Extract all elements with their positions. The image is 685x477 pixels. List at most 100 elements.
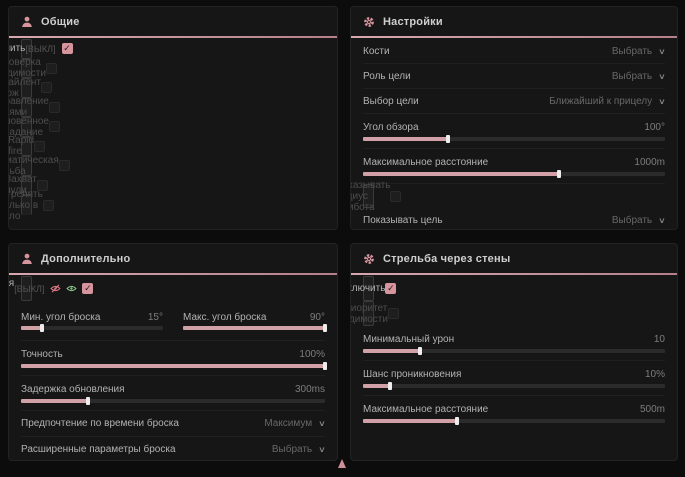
slider-label: Максимальное расстояние (363, 404, 489, 415)
slider-fill (183, 326, 325, 330)
panel-title: Общие (41, 15, 80, 28)
panel-additional-body: Магическая граната[ВЫКЛ] ✓ Мин. угол броск… (9, 275, 337, 460)
slider-value: 100° (644, 122, 665, 133)
slider-value: 90° (309, 311, 325, 323)
slider-label: Мин. угол броска (21, 311, 101, 323)
slider-value: 15° (147, 311, 163, 323)
slider-fill (363, 171, 560, 176)
slider[interactable]: Шанс проникновения 10% (363, 368, 665, 390)
checkbox[interactable]: ✓ (82, 283, 94, 294)
slider-track[interactable] (21, 361, 327, 370)
row-slider-pair: Мин. угол броска 15° Макс. угол броска 90° (21, 301, 327, 341)
eye-on-icon[interactable] (66, 283, 77, 294)
dropdown[interactable]: Выбрать ∨ (612, 215, 666, 226)
gear-icon (363, 16, 375, 28)
slider-track[interactable] (21, 396, 325, 405)
row-slider: Минимальный урон 10 (363, 326, 665, 361)
checkbox[interactable] (48, 101, 60, 113)
slider[interactable]: Точность 100% (21, 348, 327, 370)
checkbox[interactable] (42, 199, 54, 211)
dropdown[interactable]: Выбрать ∨ (611, 45, 666, 57)
slider[interactable]: Мин. угол броска 15° (21, 310, 163, 332)
panel-settings-body: Кости Выбрать ∨ Роль цели Выбрать ∨ Выбор цели… (351, 38, 677, 229)
slider-track[interactable] (363, 134, 665, 143)
slider-track[interactable] (183, 324, 327, 332)
slider-label: Макс. угол броска (183, 311, 267, 323)
row-slider: Максимальное расстояние 500m (363, 396, 665, 430)
row-label: Захват пули (8, 174, 37, 197)
slider-handle[interactable] (445, 134, 450, 143)
dropdown-value: Максимум (264, 418, 313, 429)
slider[interactable]: Угол обзора 100° (363, 121, 665, 143)
slider-handle[interactable] (85, 396, 90, 405)
eye-off-icon[interactable] (50, 283, 61, 294)
person-icon (21, 253, 33, 265)
slider-track[interactable] (363, 346, 665, 355)
dropdown[interactable]: Выбрать ∨ (612, 71, 666, 82)
gear-icon (363, 253, 375, 265)
row-checkbox: Магическая граната[ВЫКЛ] ✓ (9, 276, 94, 301)
slider-value: 1000m (634, 157, 665, 168)
slider-handle[interactable] (418, 346, 423, 355)
row-label: Кости (363, 45, 390, 57)
row-label: Роль цели (363, 70, 411, 82)
checkbox[interactable] (34, 140, 46, 152)
check-icon: ✓ (387, 283, 395, 293)
row-checkbox: Rapid fire (9, 135, 46, 157)
slider-handle[interactable] (557, 169, 562, 178)
row-label: Предпочтение по времени броска (21, 418, 179, 429)
checkbox[interactable] (45, 62, 57, 74)
slider-handle[interactable] (388, 381, 393, 390)
slider-label: Задержка обновления (21, 384, 125, 395)
slider-track[interactable] (363, 381, 665, 390)
slider[interactable]: Максимальное расстояние 1000m (363, 156, 665, 178)
dropdown[interactable]: Выбрать ∨ (272, 444, 326, 455)
state-tag: [ВЫКЛ] (25, 43, 56, 54)
row-label: Включить (9, 43, 26, 55)
chevron-down-icon: ∨ (318, 419, 326, 428)
checkbox[interactable] (387, 308, 399, 319)
slider-handle[interactable] (323, 361, 327, 370)
slider[interactable]: Минимальный урон 10 (363, 333, 665, 355)
dropdown-value: Выбрать (611, 45, 653, 57)
slider[interactable]: Макс. угол броска 90° (183, 310, 327, 332)
row-label: Управление пулями (9, 96, 49, 119)
row-dropdown: Выбор цели Ближайший к прицелу ∨ (363, 89, 666, 114)
row-label: Стрелять только в тело (8, 188, 43, 222)
chevron-down-icon: ∨ (658, 96, 666, 106)
dropdown[interactable]: Ближайший к прицелу ∨ (549, 96, 666, 107)
panel-walls: Стрельба через стены Включить✓Приоритет … (350, 243, 678, 461)
slider-handle[interactable] (454, 416, 459, 425)
slider-fill (363, 348, 421, 353)
header-accent-line (9, 273, 337, 275)
slider-handle[interactable] (323, 324, 327, 332)
panel-additional-header: Дополнительно (9, 244, 337, 273)
chevron-down-icon: ∨ (658, 71, 666, 81)
slider-handle[interactable] (40, 324, 45, 332)
row-label: Проверка видимости (8, 57, 46, 80)
slider[interactable]: Задержка обновления 300ms (21, 383, 325, 405)
checkbox[interactable]: ✓ (385, 283, 397, 294)
row-label: Приоритет видимости (350, 302, 388, 325)
slider-track[interactable] (363, 416, 665, 425)
slider-track[interactable] (363, 169, 665, 178)
dropdown[interactable]: Максимум ∨ (264, 418, 326, 429)
checkbox[interactable] (58, 160, 70, 172)
row-dropdown: Роль цели Выбрать ∨ (363, 64, 666, 89)
checkbox[interactable] (36, 179, 48, 191)
row-slider: Задержка обновления 300ms (21, 376, 325, 411)
slider-track[interactable] (21, 324, 163, 332)
row-dropdown: Показывать цель Выбрать ∨ (363, 208, 666, 229)
panel-title: Стрельба через стены (383, 252, 511, 265)
panel-title: Дополнительно (41, 252, 131, 265)
checkbox[interactable]: ✓ (61, 43, 73, 55)
slider-value: 300ms (294, 384, 325, 395)
slider[interactable]: Максимальное расстояние 500m (363, 403, 665, 425)
checkbox[interactable] (390, 190, 402, 202)
checkbox[interactable] (49, 121, 60, 133)
row-checkbox: Управление пулями (9, 96, 60, 118)
checkbox[interactable] (41, 82, 52, 94)
row-label: Мгновенное попадание (9, 115, 49, 138)
slider-label: Шанс проникновения (363, 369, 462, 380)
row-checkbox: Проверка видимости (9, 57, 57, 79)
